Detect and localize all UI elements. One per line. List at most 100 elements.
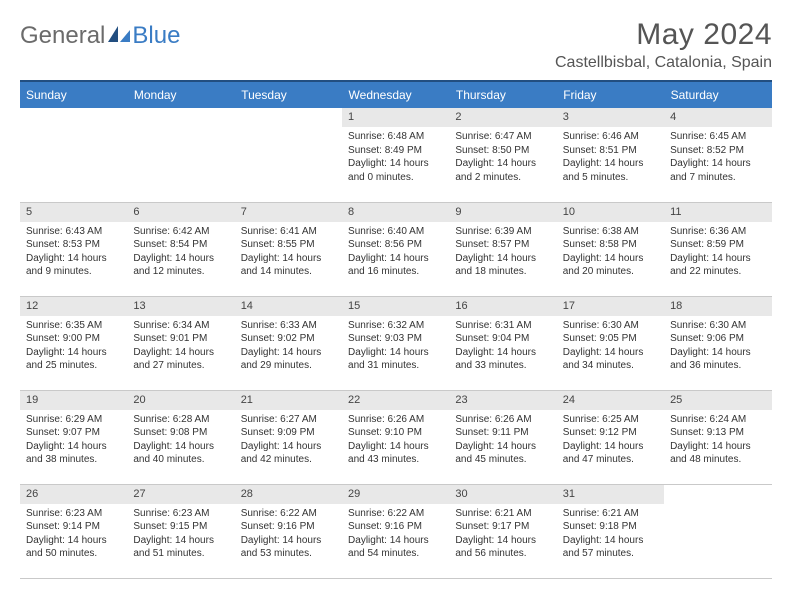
calendar-day-cell: 26Sunrise: 6:23 AMSunset: 9:14 PMDayligh… [20,484,127,578]
day-number: 19 [20,391,127,410]
calendar-table: Sunday Monday Tuesday Wednesday Thursday… [20,82,772,579]
calendar-day-cell: 31Sunrise: 6:21 AMSunset: 9:18 PMDayligh… [557,484,664,578]
daylight-text: Daylight: 14 hours and 51 minutes. [133,534,228,561]
day-number: 12 [20,297,127,316]
weekday-header: Sunday [20,82,127,108]
day-details: Sunrise: 6:30 AMSunset: 9:06 PMDaylight:… [664,316,771,377]
calendar-day-cell: 30Sunrise: 6:21 AMSunset: 9:17 PMDayligh… [449,484,556,578]
sunrise-text: Sunrise: 6:32 AM [348,319,443,333]
day-number: 4 [664,108,771,127]
calendar-day-cell: 28Sunrise: 6:22 AMSunset: 9:16 PMDayligh… [235,484,342,578]
sunrise-text: Sunrise: 6:23 AM [133,507,228,521]
calendar-week-row: 12Sunrise: 6:35 AMSunset: 9:00 PMDayligh… [20,296,772,390]
day-number: 18 [664,297,771,316]
sunrise-text: Sunrise: 6:33 AM [241,319,336,333]
daylight-text: Daylight: 14 hours and 33 minutes. [455,346,550,373]
calendar-day-cell: 9Sunrise: 6:39 AMSunset: 8:57 PMDaylight… [449,202,556,296]
calendar-week-row: 1Sunrise: 6:48 AMSunset: 8:49 PMDaylight… [20,108,772,202]
day-number: 27 [127,485,234,504]
sunset-text: Sunset: 8:54 PM [133,238,228,252]
day-details: Sunrise: 6:29 AMSunset: 9:07 PMDaylight:… [20,410,127,471]
day-details: Sunrise: 6:38 AMSunset: 8:58 PMDaylight:… [557,222,664,283]
daylight-text: Daylight: 14 hours and 0 minutes. [348,157,443,184]
sail-icon [108,26,130,42]
sunset-text: Sunset: 8:57 PM [455,238,550,252]
sunset-text: Sunset: 9:11 PM [455,426,550,440]
day-details: Sunrise: 6:45 AMSunset: 8:52 PMDaylight:… [664,127,771,188]
sunrise-text: Sunrise: 6:23 AM [26,507,121,521]
sunset-text: Sunset: 9:02 PM [241,332,336,346]
day-number: 2 [449,108,556,127]
calendar-day-cell: 11Sunrise: 6:36 AMSunset: 8:59 PMDayligh… [664,202,771,296]
weekday-header: Wednesday [342,82,449,108]
day-number: 7 [235,203,342,222]
daylight-text: Daylight: 14 hours and 14 minutes. [241,252,336,279]
day-details: Sunrise: 6:31 AMSunset: 9:04 PMDaylight:… [449,316,556,377]
calendar-week-row: 19Sunrise: 6:29 AMSunset: 9:07 PMDayligh… [20,390,772,484]
weekday-header: Thursday [449,82,556,108]
daylight-text: Daylight: 14 hours and 31 minutes. [348,346,443,373]
location-text: Castellbisbal, Catalonia, Spain [555,54,772,72]
day-details: Sunrise: 6:39 AMSunset: 8:57 PMDaylight:… [449,222,556,283]
title-block: May 2024 Castellbisbal, Catalonia, Spain [555,18,772,72]
calendar-day-cell: 5Sunrise: 6:43 AMSunset: 8:53 PMDaylight… [20,202,127,296]
sunset-text: Sunset: 8:58 PM [563,238,658,252]
calendar-day-cell: 2Sunrise: 6:47 AMSunset: 8:50 PMDaylight… [449,108,556,202]
daylight-text: Daylight: 14 hours and 53 minutes. [241,534,336,561]
sunset-text: Sunset: 8:55 PM [241,238,336,252]
day-details: Sunrise: 6:22 AMSunset: 9:16 PMDaylight:… [342,504,449,565]
day-number: 10 [557,203,664,222]
calendar-day-cell: 18Sunrise: 6:30 AMSunset: 9:06 PMDayligh… [664,296,771,390]
daylight-text: Daylight: 14 hours and 40 minutes. [133,440,228,467]
day-number: 22 [342,391,449,410]
sunrise-text: Sunrise: 6:43 AM [26,225,121,239]
calendar-day-cell: 8Sunrise: 6:40 AMSunset: 8:56 PMDaylight… [342,202,449,296]
calendar-day-cell: 6Sunrise: 6:42 AMSunset: 8:54 PMDaylight… [127,202,234,296]
calendar-week-row: 26Sunrise: 6:23 AMSunset: 9:14 PMDayligh… [20,484,772,578]
day-details: Sunrise: 6:48 AMSunset: 8:49 PMDaylight:… [342,127,449,188]
calendar-day-cell [127,108,234,202]
calendar-day-cell: 14Sunrise: 6:33 AMSunset: 9:02 PMDayligh… [235,296,342,390]
day-number: 17 [557,297,664,316]
sunset-text: Sunset: 9:14 PM [26,520,121,534]
calendar-day-cell: 1Sunrise: 6:48 AMSunset: 8:49 PMDaylight… [342,108,449,202]
sunset-text: Sunset: 8:56 PM [348,238,443,252]
sunset-text: Sunset: 9:04 PM [455,332,550,346]
calendar-day-cell: 3Sunrise: 6:46 AMSunset: 8:51 PMDaylight… [557,108,664,202]
page: General Blue May 2024 Castellbisbal, Cat… [0,0,792,597]
calendar-day-cell: 29Sunrise: 6:22 AMSunset: 9:16 PMDayligh… [342,484,449,578]
day-details: Sunrise: 6:36 AMSunset: 8:59 PMDaylight:… [664,222,771,283]
sunrise-text: Sunrise: 6:38 AM [563,225,658,239]
sunset-text: Sunset: 9:18 PM [563,520,658,534]
daylight-text: Daylight: 14 hours and 50 minutes. [26,534,121,561]
sunrise-text: Sunrise: 6:41 AM [241,225,336,239]
day-details: Sunrise: 6:21 AMSunset: 9:17 PMDaylight:… [449,504,556,565]
sunrise-text: Sunrise: 6:36 AM [670,225,765,239]
day-details: Sunrise: 6:30 AMSunset: 9:05 PMDaylight:… [557,316,664,377]
sunset-text: Sunset: 8:51 PM [563,144,658,158]
calendar-day-cell: 4Sunrise: 6:45 AMSunset: 8:52 PMDaylight… [664,108,771,202]
daylight-text: Daylight: 14 hours and 56 minutes. [455,534,550,561]
day-details: Sunrise: 6:25 AMSunset: 9:12 PMDaylight:… [557,410,664,471]
daylight-text: Daylight: 14 hours and 45 minutes. [455,440,550,467]
calendar-body: 1Sunrise: 6:48 AMSunset: 8:49 PMDaylight… [20,108,772,578]
calendar-day-cell: 22Sunrise: 6:26 AMSunset: 9:10 PMDayligh… [342,390,449,484]
daylight-text: Daylight: 14 hours and 12 minutes. [133,252,228,279]
day-details: Sunrise: 6:34 AMSunset: 9:01 PMDaylight:… [127,316,234,377]
day-details: Sunrise: 6:26 AMSunset: 9:10 PMDaylight:… [342,410,449,471]
daylight-text: Daylight: 14 hours and 20 minutes. [563,252,658,279]
sunrise-text: Sunrise: 6:48 AM [348,130,443,144]
day-number: 21 [235,391,342,410]
brand-part1: General [20,22,105,50]
day-details: Sunrise: 6:26 AMSunset: 9:11 PMDaylight:… [449,410,556,471]
sunset-text: Sunset: 8:59 PM [670,238,765,252]
sunset-text: Sunset: 9:17 PM [455,520,550,534]
weekday-header: Monday [127,82,234,108]
calendar-day-cell: 16Sunrise: 6:31 AMSunset: 9:04 PMDayligh… [449,296,556,390]
calendar-day-cell: 27Sunrise: 6:23 AMSunset: 9:15 PMDayligh… [127,484,234,578]
day-details: Sunrise: 6:42 AMSunset: 8:54 PMDaylight:… [127,222,234,283]
sunrise-text: Sunrise: 6:46 AM [563,130,658,144]
day-number: 9 [449,203,556,222]
sunrise-text: Sunrise: 6:25 AM [563,413,658,427]
day-number: 29 [342,485,449,504]
